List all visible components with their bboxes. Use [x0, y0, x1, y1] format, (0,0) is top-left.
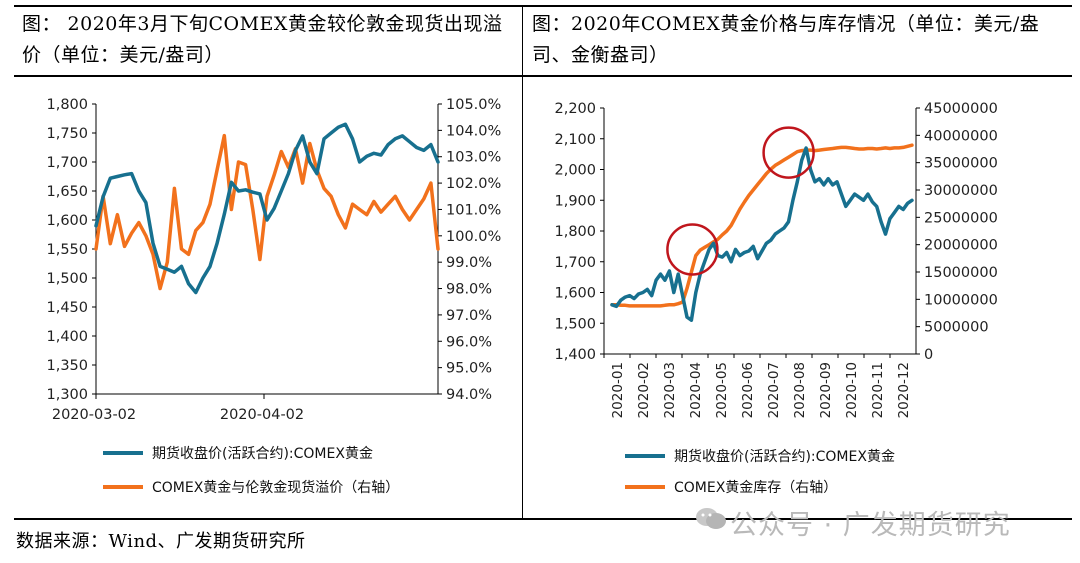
r-legend-label-comex: 期货收盘价(活跃合约):COMEX黄金: [674, 448, 895, 465]
x-tick-label: 2020-04-02: [220, 407, 304, 423]
left-y-tick-label: 1,700: [46, 155, 88, 171]
title-rule: [14, 75, 1072, 77]
r-left-y-tick-label: 2,200: [554, 101, 596, 117]
right-chart-title: 图：2020年COMEX黄金价格与库存情况（单位：美元/盎司、金衡盎司）: [532, 13, 1040, 66]
bottom-rule: [14, 518, 1072, 520]
wechat-icon: [696, 508, 726, 529]
right-y-tick-label: 105.0%: [446, 97, 501, 113]
left-y-tick-label: 1,800: [46, 97, 88, 113]
r-right-y-tick-label: 15000000: [924, 265, 998, 281]
r-left-y-tick-label: 1,400: [554, 347, 596, 363]
r-x-tick-label: 2020-01: [610, 362, 626, 418]
r-x-tick-label: 2020-10: [844, 362, 860, 418]
right-y-tick-label: 97.0%: [446, 308, 492, 324]
r-x-tick-label: 2020-03: [662, 362, 678, 418]
r-x-tick-label: 2020-12: [896, 362, 912, 418]
right-y-tick-label: 100.0%: [446, 229, 501, 245]
highlight-circle: [762, 126, 815, 179]
right-y-tick-label: 96.0%: [446, 334, 492, 350]
left-y-tick-label: 1,650: [46, 184, 88, 200]
panel-divider: [522, 5, 523, 520]
left-y-tick-label: 1,450: [46, 300, 88, 316]
left-y-tick-label: 1,500: [46, 271, 88, 287]
right-y-tick-label: 95.0%: [446, 361, 492, 377]
r-right-y-tick-label: 40000000: [924, 128, 998, 144]
watermark-text: 公众号 · 广发期货研究: [730, 510, 1011, 541]
legend-label-premium: COMEX黄金与伦敦金现货溢价（右轴）: [152, 479, 399, 496]
left-y-tick-label: 1,400: [46, 329, 88, 345]
right-y-tick-label: 98.0%: [446, 282, 492, 298]
top-rule: [14, 5, 1072, 7]
right-y-tick-label: 94.0%: [446, 387, 492, 403]
left-chart-title: 图： 2020年3月下旬COMEX黄金较伦敦金现货出现溢价（单位：美元/盎司）: [22, 13, 503, 66]
right-y-tick-label: 99.0%: [446, 255, 492, 271]
r-left-y-tick-label: 1,800: [554, 224, 596, 240]
left-series-premium-line: [94, 133, 440, 291]
r-left-y-tick-label: 2,000: [554, 163, 596, 179]
r-legend-label-inventory: COMEX黄金库存（右轴）: [674, 479, 837, 496]
r-right-y-tick-label: 10000000: [924, 292, 998, 308]
r-x-tick-label: 2020-06: [740, 362, 756, 418]
left-y-tick-label: 1,600: [46, 213, 88, 229]
left-y-tick-label: 1,550: [46, 242, 88, 258]
r-right-y-tick-label: 35000000: [924, 156, 998, 172]
r-left-y-tick-label: 1,900: [554, 193, 596, 209]
r-right-y-tick-label: 25000000: [924, 210, 998, 226]
r-x-tick-label: 2020-05: [714, 362, 730, 418]
r-right-y-tick-label: 30000000: [924, 183, 998, 199]
r-x-tick-label: 2020-02: [636, 362, 652, 418]
r-right-y-tick-label: 45000000: [924, 101, 998, 117]
left-series-comex-line: [94, 122, 440, 295]
data-source: 数据来源：Wind、广发期货研究所: [16, 531, 306, 552]
r-series-inventory-line: [610, 143, 914, 308]
r-x-tick-label: 2020-04: [688, 362, 704, 418]
r-right-y-tick-label: 0: [924, 347, 933, 363]
highlight-circle: [666, 223, 719, 276]
legend-label-comex: 期货收盘价(活跃合约):COMEX黄金: [152, 445, 373, 462]
right-y-tick-label: 101.0%: [446, 202, 501, 218]
watermark: 公众号 · 广发期货研究: [690, 503, 1011, 542]
r-x-tick-label: 2020-09: [818, 362, 834, 418]
r-right-y-tick-label: 5000000: [924, 320, 989, 336]
left-y-tick-label: 1,350: [46, 358, 88, 374]
r-x-tick-label: 2020-11: [870, 362, 886, 418]
right-y-tick-label: 103.0%: [446, 150, 501, 166]
left-y-tick-label: 1,300: [46, 387, 88, 403]
r-left-y-tick-label: 1,500: [554, 316, 596, 332]
right-y-tick-label: 104.0%: [446, 123, 501, 139]
r-right-y-tick-label: 20000000: [924, 238, 998, 254]
r-left-y-tick-label: 1,600: [554, 286, 596, 302]
right-y-tick-label: 102.0%: [446, 176, 501, 192]
x-tick-label: 2020-03-02: [52, 407, 136, 423]
left-y-tick-label: 1,750: [46, 126, 88, 142]
r-left-y-tick-label: 1,700: [554, 255, 596, 271]
r-x-tick-label: 2020-08: [792, 362, 808, 418]
r-series-comex-line: [610, 146, 914, 322]
r-x-tick-label: 2020-07: [766, 362, 782, 418]
r-left-y-tick-label: 2,100: [554, 132, 596, 148]
